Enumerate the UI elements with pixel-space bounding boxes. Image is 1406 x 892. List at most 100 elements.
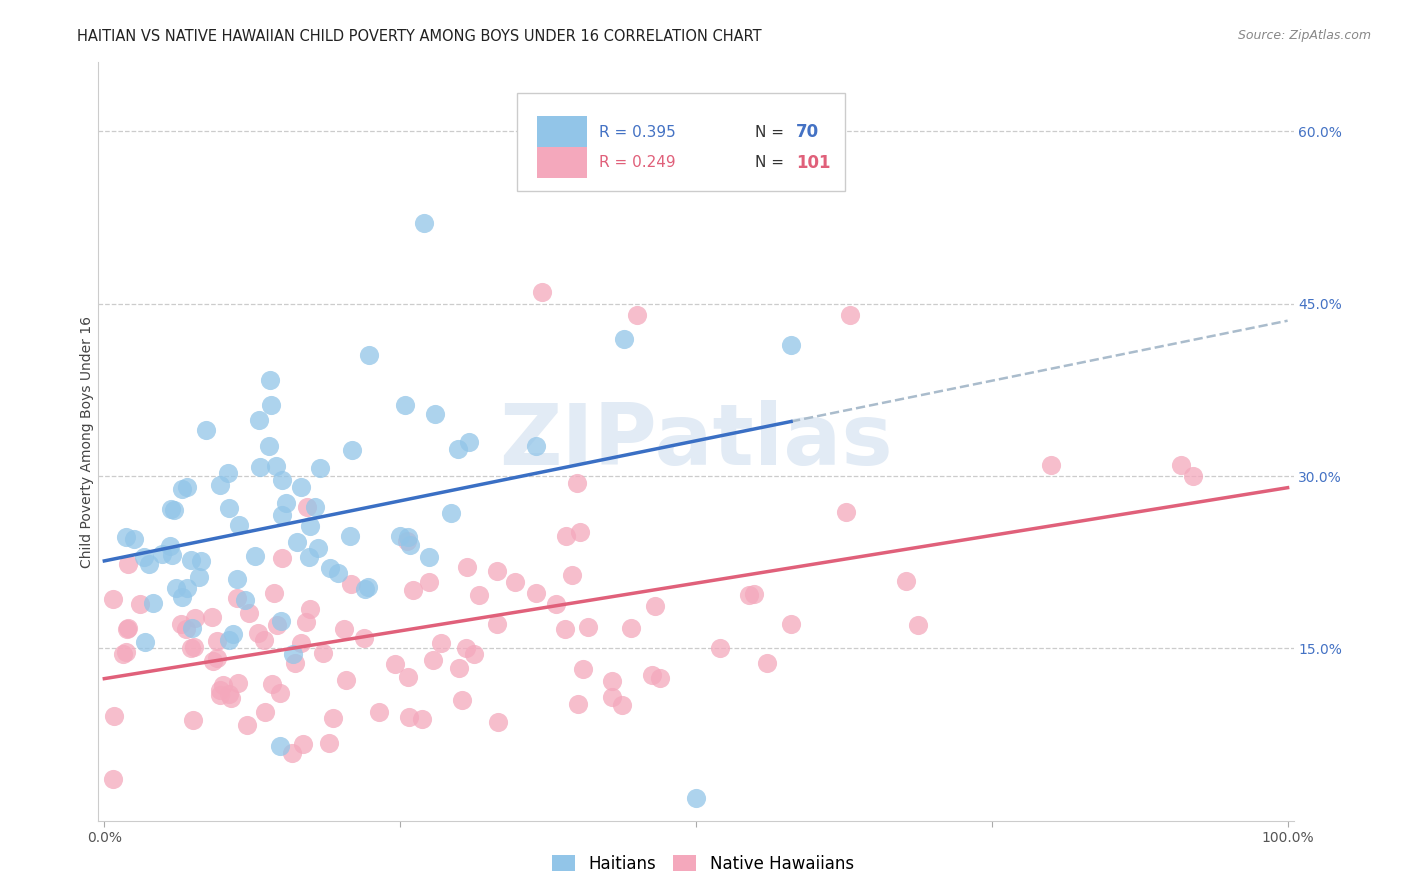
- Point: [389, 529, 412, 543]
- Point: [486, 565, 509, 579]
- Point: [613, 332, 636, 346]
- Point: [894, 574, 917, 588]
- Point: [160, 548, 183, 562]
- Point: [524, 439, 547, 453]
- Point: [567, 476, 589, 491]
- Point: [284, 657, 307, 671]
- Point: [218, 501, 240, 516]
- Point: [159, 502, 181, 516]
- Point: [290, 479, 312, 493]
- Point: [333, 622, 356, 636]
- Point: [524, 586, 547, 600]
- Point: [115, 645, 138, 659]
- Point: [142, 596, 165, 610]
- Point: [312, 646, 335, 660]
- Point: [228, 517, 250, 532]
- Point: [187, 570, 209, 584]
- Text: HAITIAN VS NATIVE HAWAIIAN CHILD POVERTY AMONG BOYS UNDER 16 CORRELATION CHART: HAITIAN VS NATIVE HAWAIIAN CHILD POVERTY…: [77, 29, 762, 44]
- Point: [561, 568, 583, 582]
- Point: [544, 597, 567, 611]
- Point: [262, 676, 284, 690]
- Point: [742, 587, 765, 601]
- Point: [170, 617, 193, 632]
- Point: [211, 678, 233, 692]
- Point: [449, 661, 471, 675]
- Point: [567, 698, 589, 712]
- Point: [505, 574, 527, 589]
- Point: [111, 647, 134, 661]
- Point: [257, 439, 280, 453]
- Point: [281, 647, 304, 661]
- Point: [554, 623, 576, 637]
- Point: [468, 588, 491, 602]
- Point: [243, 549, 266, 564]
- Point: [396, 530, 419, 544]
- Point: [411, 712, 433, 726]
- Point: [838, 308, 860, 322]
- Point: [217, 467, 239, 481]
- Point: [176, 581, 198, 595]
- Point: [170, 590, 193, 604]
- Point: [430, 635, 453, 649]
- Point: [115, 622, 138, 636]
- Point: [835, 504, 858, 518]
- Point: [394, 398, 416, 412]
- Point: [308, 461, 330, 475]
- Point: [290, 636, 312, 650]
- Point: [440, 506, 463, 520]
- Point: [322, 711, 344, 725]
- Point: [384, 657, 406, 671]
- Point: [307, 541, 329, 555]
- Point: [780, 337, 803, 351]
- Point: [115, 530, 138, 544]
- Point: [218, 687, 240, 701]
- Point: [602, 690, 624, 704]
- Point: [176, 480, 198, 494]
- Text: ZIPatlas: ZIPatlas: [499, 400, 893, 483]
- Point: [103, 709, 125, 723]
- FancyBboxPatch shape: [517, 93, 845, 191]
- Text: N =: N =: [755, 155, 789, 170]
- Point: [395, 534, 418, 549]
- Point: [253, 706, 276, 720]
- Point: [274, 496, 297, 510]
- Text: 70: 70: [796, 123, 820, 141]
- Point: [218, 633, 240, 648]
- Point: [194, 423, 217, 437]
- Point: [209, 683, 232, 698]
- Point: [270, 615, 292, 629]
- Point: [205, 650, 228, 665]
- Point: [339, 529, 361, 543]
- Point: [266, 459, 288, 474]
- Point: [180, 553, 202, 567]
- Point: [602, 674, 624, 689]
- Point: [271, 508, 294, 522]
- Point: [318, 736, 340, 750]
- Point: [150, 548, 173, 562]
- Point: [236, 717, 259, 731]
- Point: [266, 618, 288, 632]
- Point: [249, 459, 271, 474]
- Point: [201, 654, 224, 668]
- Point: [463, 647, 485, 661]
- Point: [117, 558, 139, 572]
- Point: [295, 615, 318, 629]
- Point: [181, 713, 204, 727]
- Point: [626, 308, 648, 322]
- Point: [335, 673, 357, 688]
- Point: [340, 577, 363, 591]
- Point: [247, 626, 270, 640]
- Point: [219, 690, 242, 705]
- Point: [402, 582, 425, 597]
- Point: [238, 606, 260, 620]
- Point: [353, 582, 375, 596]
- Point: [190, 554, 212, 568]
- Point: [531, 285, 554, 300]
- Point: [458, 434, 481, 449]
- Point: [222, 626, 245, 640]
- Point: [228, 676, 250, 690]
- Point: [454, 640, 477, 655]
- Point: [367, 705, 389, 719]
- Point: [297, 500, 319, 514]
- Point: [357, 348, 380, 362]
